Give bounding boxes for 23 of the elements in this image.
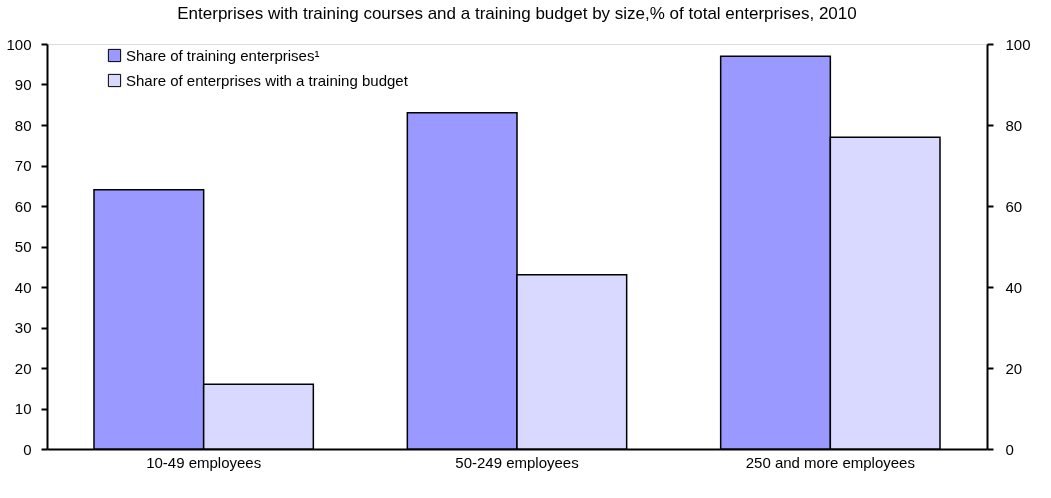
chart-title: Enterprises with training courses and a training budget by size,% of total enterprises, 2010 bbox=[177, 4, 857, 23]
y-tick-label: 100 bbox=[6, 35, 32, 53]
y2-tick-label: 60 bbox=[1005, 197, 1023, 215]
y2-tick-label: 0 bbox=[1005, 440, 1014, 458]
y-tick-label: 90 bbox=[14, 76, 32, 93]
legend-label: Share of training enterprises¹ bbox=[126, 46, 320, 64]
y-tick-label: 60 bbox=[14, 197, 32, 215]
y-tick-label: 10 bbox=[14, 400, 32, 417]
y-tick-label: 20 bbox=[14, 359, 32, 377]
y-tick-label: 80 bbox=[14, 116, 32, 134]
y2-tick-label: 40 bbox=[1005, 278, 1023, 296]
y2-tick-label: 80 bbox=[1005, 116, 1023, 134]
y-tick-label: 50 bbox=[14, 238, 32, 255]
y-tick-label: 40 bbox=[14, 278, 32, 296]
legend-label: Share of enterprises with a training budget bbox=[126, 71, 409, 89]
y-tick-label: 70 bbox=[14, 157, 32, 174]
y-tick-label: 30 bbox=[14, 319, 32, 336]
x-tick-label: 250 and more employees bbox=[745, 453, 915, 471]
x-tick-label: 50-249 employees bbox=[455, 453, 579, 471]
y-tick-label: 0 bbox=[23, 440, 32, 458]
y2-tick-label: 100 bbox=[1005, 35, 1031, 53]
x-tick-label: 10-49 employees bbox=[146, 453, 262, 471]
y2-tick-label: 20 bbox=[1005, 359, 1023, 377]
